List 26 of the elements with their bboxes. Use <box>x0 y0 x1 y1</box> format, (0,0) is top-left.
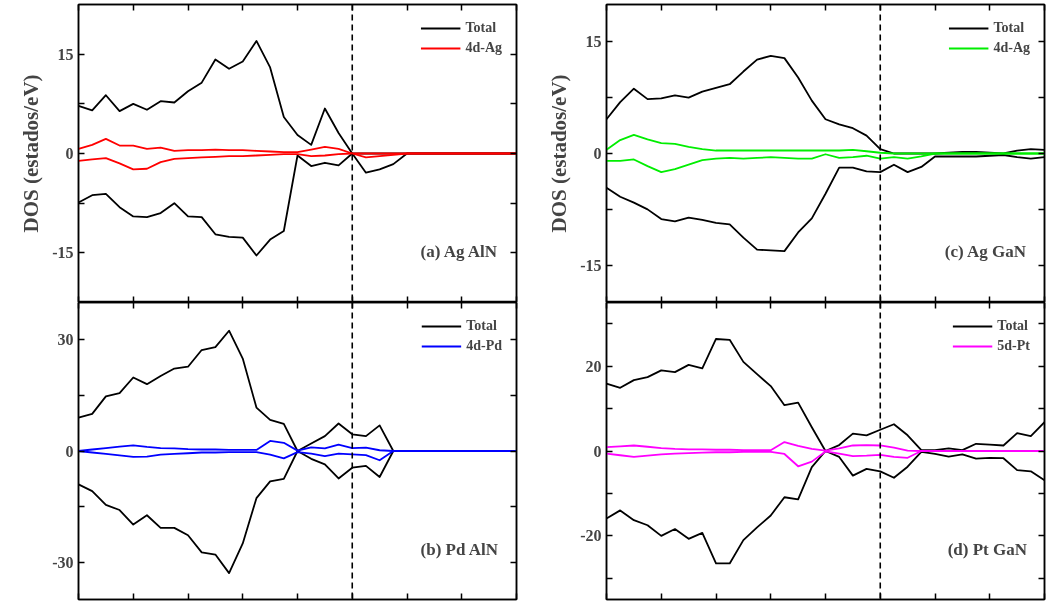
y-axis-title: DOS (estados/eV) <box>547 74 572 233</box>
y-tick-label: 0 <box>593 442 602 460</box>
legend-label: Total <box>465 20 497 36</box>
y-tick-label: 0 <box>65 145 74 162</box>
y-tick-label: -20 <box>580 527 602 545</box>
y-tick-label: 0 <box>593 145 602 162</box>
annotation: (b) Pd AlN <box>420 539 499 559</box>
y-tick-label: -15 <box>52 244 74 262</box>
legend-label: Total <box>466 318 497 334</box>
y-tick-label: -30 <box>52 553 74 571</box>
legend-label: 4d-Pd <box>466 338 502 354</box>
annotation: (a) Ag AlN <box>420 242 498 262</box>
y-tick-label: 15 <box>57 45 74 63</box>
y-tick-label: 0 <box>65 442 74 460</box>
y-tick-label: 15 <box>585 33 602 51</box>
annotation: (d) Pt GaN <box>947 539 1028 559</box>
legend-label: 4d-Ag <box>993 40 1030 56</box>
legend-label: 4d-Ag <box>465 40 502 56</box>
legend-label: Total <box>997 318 1028 334</box>
legend-label: Total <box>993 20 1025 36</box>
y-tick-label: -15 <box>580 256 602 274</box>
y-tick-label: 20 <box>585 357 602 375</box>
y-axis-title: DOS (estados/eV) <box>19 74 44 233</box>
y-tick-label: 30 <box>57 331 74 349</box>
legend-label: 5d-Pt <box>997 338 1030 354</box>
annotation: (c) Ag GaN <box>944 242 1027 262</box>
